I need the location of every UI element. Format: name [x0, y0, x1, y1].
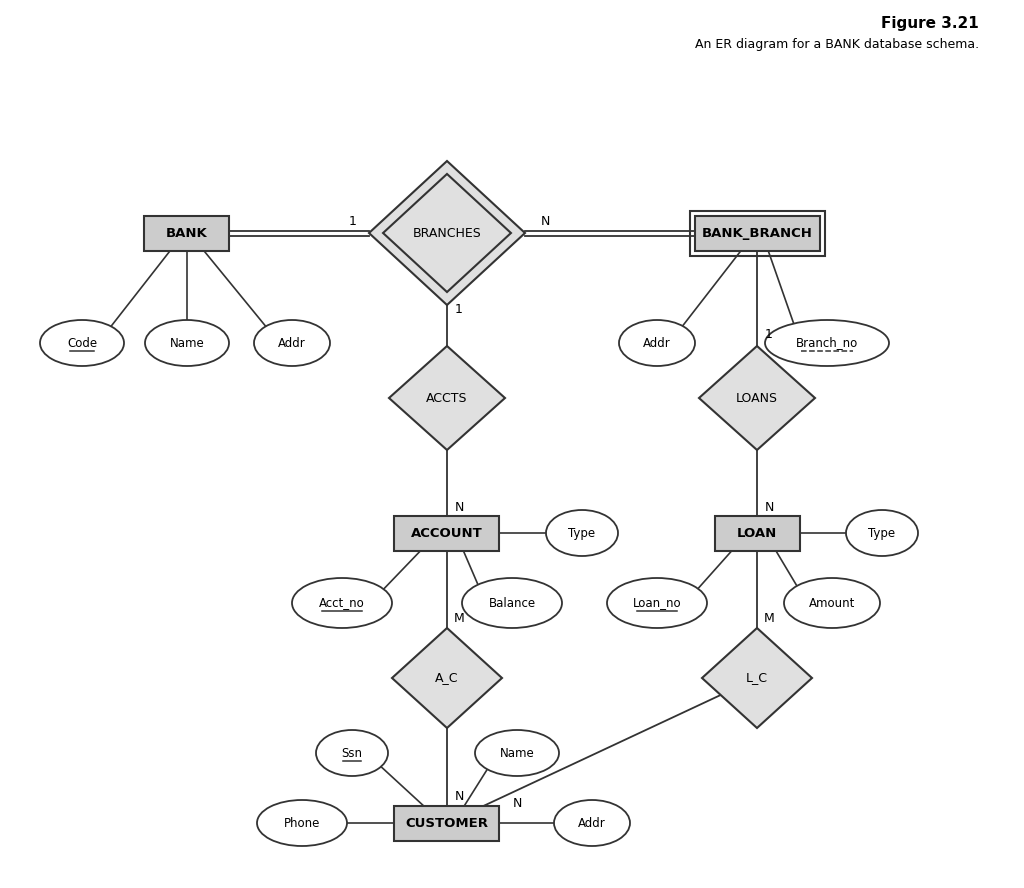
- Text: N: N: [513, 797, 522, 810]
- Text: A_C: A_C: [435, 671, 459, 685]
- Text: An ER diagram for a BANK database schema.: An ER diagram for a BANK database schema…: [695, 38, 979, 51]
- Ellipse shape: [462, 578, 562, 628]
- Text: 1: 1: [348, 215, 356, 227]
- Ellipse shape: [554, 800, 630, 846]
- Ellipse shape: [765, 320, 889, 366]
- Text: M: M: [764, 612, 774, 625]
- Text: Addr: Addr: [579, 816, 606, 829]
- Text: Loan_no: Loan_no: [633, 597, 681, 609]
- Ellipse shape: [475, 730, 559, 776]
- FancyBboxPatch shape: [715, 516, 800, 551]
- Polygon shape: [369, 161, 525, 305]
- Text: ACCOUNT: ACCOUNT: [411, 527, 483, 540]
- Text: Amount: Amount: [809, 597, 855, 609]
- Ellipse shape: [846, 510, 918, 556]
- Text: Phone: Phone: [284, 816, 321, 829]
- Text: N: N: [455, 789, 464, 803]
- Polygon shape: [392, 628, 502, 728]
- Ellipse shape: [292, 578, 392, 628]
- Text: Branch_no: Branch_no: [796, 337, 858, 350]
- Text: N: N: [541, 215, 550, 227]
- FancyBboxPatch shape: [394, 516, 500, 551]
- Text: BANK: BANK: [166, 226, 208, 240]
- Ellipse shape: [607, 578, 707, 628]
- Polygon shape: [699, 346, 815, 450]
- FancyBboxPatch shape: [144, 216, 229, 250]
- Text: 1: 1: [765, 328, 773, 341]
- Text: BRANCHES: BRANCHES: [413, 226, 481, 240]
- Text: Code: Code: [67, 337, 97, 350]
- Text: Addr: Addr: [279, 337, 306, 350]
- Ellipse shape: [145, 320, 229, 366]
- Text: Name: Name: [170, 337, 205, 350]
- Ellipse shape: [254, 320, 330, 366]
- Ellipse shape: [316, 730, 388, 776]
- Text: BANK_BRANCH: BANK_BRANCH: [701, 226, 812, 240]
- FancyBboxPatch shape: [394, 805, 500, 841]
- Text: LOANS: LOANS: [736, 392, 778, 405]
- Text: Name: Name: [500, 747, 535, 759]
- Polygon shape: [389, 346, 505, 450]
- FancyBboxPatch shape: [694, 216, 819, 250]
- Polygon shape: [702, 628, 812, 728]
- Text: N: N: [764, 501, 774, 514]
- Text: Addr: Addr: [643, 337, 671, 350]
- Text: CUSTOMER: CUSTOMER: [406, 816, 488, 829]
- Ellipse shape: [257, 800, 347, 846]
- Text: Type: Type: [868, 527, 896, 540]
- Text: Acct_no: Acct_no: [319, 597, 365, 609]
- Ellipse shape: [40, 320, 124, 366]
- Text: 1: 1: [455, 304, 463, 316]
- Text: Type: Type: [568, 527, 596, 540]
- Text: Ssn: Ssn: [341, 747, 362, 759]
- Text: LOAN: LOAN: [737, 527, 777, 540]
- Text: N: N: [455, 501, 464, 514]
- Ellipse shape: [618, 320, 695, 366]
- Text: Figure 3.21: Figure 3.21: [882, 16, 979, 31]
- Text: L_C: L_C: [746, 671, 768, 685]
- Text: M: M: [454, 612, 464, 625]
- Ellipse shape: [546, 510, 618, 556]
- Ellipse shape: [784, 578, 880, 628]
- Text: ACCTS: ACCTS: [426, 392, 468, 405]
- Text: Balance: Balance: [488, 597, 536, 609]
